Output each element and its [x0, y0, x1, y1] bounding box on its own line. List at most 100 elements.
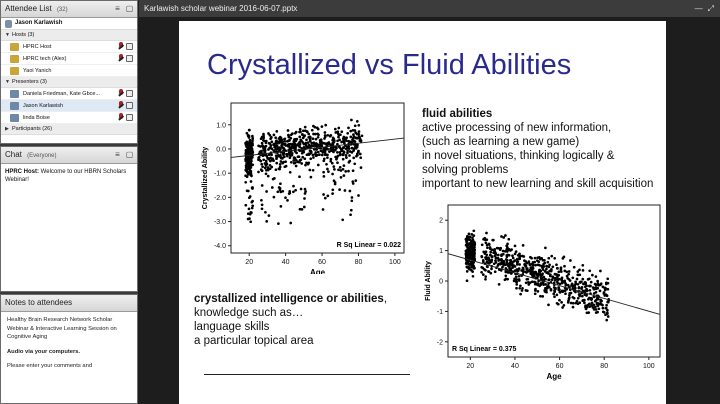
minimize-icon[interactable]: — — [694, 4, 703, 13]
scatter-point — [577, 293, 581, 296]
webcam-icon[interactable] — [126, 43, 133, 50]
scatter-point — [281, 141, 284, 145]
scatter-point — [343, 189, 347, 192]
scatter-point — [524, 281, 528, 285]
scatter-point — [604, 287, 608, 290]
scatter-point — [279, 205, 283, 208]
webcam-icon[interactable] — [126, 55, 133, 62]
scatter-point — [469, 246, 473, 250]
scatter-point — [584, 281, 587, 284]
pane-close-icon[interactable]: ▢ — [125, 4, 134, 13]
scatter-point — [522, 270, 525, 274]
scatter-point — [314, 132, 317, 136]
scatter-point — [591, 273, 594, 277]
notes-body: Healthy Brain Research Network Scholar W… — [1, 312, 137, 381]
attendee-row[interactable]: HPRC Host — [1, 41, 137, 53]
attendee-row[interactable]: HPRC tech (Alex) — [1, 53, 137, 65]
scatter-point — [333, 127, 337, 131]
scatter-point — [599, 282, 603, 286]
scatter-point — [538, 271, 542, 275]
self-row[interactable]: Jason Karlawish — [1, 18, 137, 30]
scatter-point — [561, 306, 564, 309]
scatter-point — [260, 198, 263, 202]
scatter-point — [467, 232, 471, 236]
collapse-arrow-icon[interactable]: ▼ — [5, 32, 10, 38]
scatter-point — [311, 168, 315, 172]
scatter-point — [561, 281, 564, 284]
scatter-point — [480, 270, 483, 274]
scatter-point — [557, 273, 561, 277]
scatter-point — [260, 162, 264, 166]
scatter-point — [601, 285, 605, 289]
scatter-point — [563, 289, 567, 293]
scatter-point — [340, 148, 344, 152]
scatter-point — [348, 154, 351, 157]
scatter-point — [264, 141, 268, 145]
scatter-point — [308, 145, 312, 149]
mic-muted-icon[interactable] — [118, 101, 124, 110]
scatter-point — [544, 246, 547, 250]
scatter-point — [309, 175, 313, 179]
scatter-point — [274, 168, 278, 172]
scatter-point — [518, 286, 522, 290]
scatter-point — [292, 159, 296, 162]
collapse-arrow-icon[interactable]: ▼ — [5, 79, 10, 85]
scatter-point — [587, 296, 591, 300]
crystal-line: language skills — [194, 321, 270, 333]
scatter-point — [514, 250, 518, 253]
scatter-point — [545, 267, 548, 271]
scatter-point — [557, 286, 561, 289]
scatter-point — [245, 157, 248, 161]
scatter-point — [335, 157, 338, 161]
scatter-point — [589, 284, 592, 288]
scatter-point — [277, 140, 280, 144]
webcam-icon[interactable] — [126, 114, 133, 121]
pane-close-icon[interactable]: ▢ — [125, 150, 134, 159]
fluid-text-block: fluid abilities active processing of new… — [422, 107, 653, 191]
regression-line — [447, 253, 661, 315]
attendee-row[interactable]: Yaoi Yanich — [1, 65, 137, 77]
scatter-point — [471, 236, 474, 240]
attendee-list-header[interactable]: Attendee List (32) ≡ ▢ — [1, 1, 137, 18]
mic-muted-icon[interactable] — [118, 54, 124, 63]
scatter-point — [495, 246, 499, 250]
mic-muted-icon[interactable] — [118, 113, 124, 122]
webcam-icon[interactable] — [126, 90, 133, 97]
scatter-point — [311, 137, 315, 141]
scatter-point — [596, 286, 600, 290]
scatter-point — [292, 139, 296, 143]
scatter-point — [470, 255, 474, 259]
mic-muted-icon[interactable] — [118, 89, 124, 98]
scatter-point — [274, 145, 277, 148]
fluid-line: solving problems — [422, 164, 509, 176]
scatter-point — [259, 145, 262, 148]
scatter-point — [300, 208, 304, 211]
attendee-row[interactable]: Jason Karlawish — [1, 100, 137, 112]
scatter-point — [247, 163, 250, 167]
group-participants[interactable]: ▶ Participants (26) — [1, 124, 137, 135]
list-menu-icon[interactable]: ≡ — [115, 150, 120, 159]
expand-arrow-icon[interactable]: ▶ — [5, 126, 9, 132]
scatter-point — [324, 123, 328, 127]
scatter-point — [581, 299, 585, 303]
plot-frame — [447, 204, 661, 358]
x-tick-label: 40 — [511, 363, 519, 370]
list-menu-icon[interactable]: ≡ — [115, 4, 120, 13]
notes-header[interactable]: Notes to attendees — [1, 295, 137, 312]
attendee-row[interactable]: linda Boise — [1, 112, 137, 124]
scatter-point — [499, 262, 502, 266]
scatter-point — [341, 153, 345, 157]
scatter-point — [599, 302, 603, 306]
mic-muted-icon[interactable] — [118, 42, 124, 51]
chat-header[interactable]: Chat (Everyone) ≡ ▢ — [1, 147, 137, 164]
scatter-point — [322, 159, 326, 163]
scatter-point — [287, 133, 290, 137]
scatter-point — [326, 147, 329, 151]
fullscreen-icon[interactable]: ⤢ — [707, 4, 714, 13]
group-hosts[interactable]: ▼ Hosts (3) — [1, 30, 137, 41]
group-presenters[interactable]: ▼ Presenters (3) — [1, 77, 137, 88]
webcam-icon[interactable] — [126, 102, 133, 109]
scatter-point — [275, 130, 279, 133]
attendee-row[interactable]: Daniela Friedman, Kate Gbce... — [1, 88, 137, 100]
scatter-point — [260, 141, 264, 145]
